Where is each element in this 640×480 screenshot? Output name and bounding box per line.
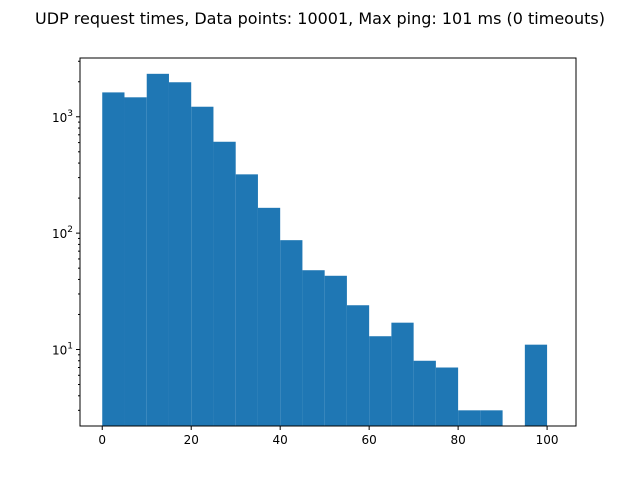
histogram-bar [280, 240, 303, 426]
histogram-bar [257, 207, 281, 426]
x-tick-label: 40 [273, 433, 288, 447]
y-tick-label: 103 [52, 109, 73, 125]
histogram-bar [302, 270, 325, 426]
histogram-bar [102, 92, 125, 427]
y-axis: 101 102 103 [52, 60, 80, 411]
bars-group [102, 73, 548, 427]
histogram-bar [235, 174, 258, 426]
histogram-bar [346, 305, 370, 426]
chart-title: UDP request times, Data points: 10001, M… [35, 9, 605, 28]
histogram-bar [146, 73, 169, 426]
histogram-bar [324, 275, 347, 426]
histogram-bar [391, 322, 414, 426]
x-tick-label: 100 [536, 433, 559, 447]
histogram-bar [191, 106, 214, 426]
histogram-bar [168, 82, 192, 426]
histogram-bar [369, 336, 392, 426]
histogram-bar [124, 97, 147, 427]
histogram-bar [524, 344, 548, 426]
x-tick-label: 0 [98, 433, 106, 447]
histogram-bar [213, 141, 236, 426]
plot-frame [79, 57, 577, 427]
histogram-bar [435, 367, 459, 426]
histogram-bar [480, 410, 503, 426]
x-tick-label: 20 [184, 433, 199, 447]
y-tick-label: 101 [52, 341, 73, 357]
x-tick-label: 60 [362, 433, 377, 447]
histogram-bar [413, 360, 436, 426]
x-axis: 0 20 40 60 80 100 [98, 426, 559, 447]
y-tick-label: 102 [52, 225, 73, 241]
histogram-bar [458, 410, 481, 426]
x-tick-label: 80 [450, 433, 465, 447]
